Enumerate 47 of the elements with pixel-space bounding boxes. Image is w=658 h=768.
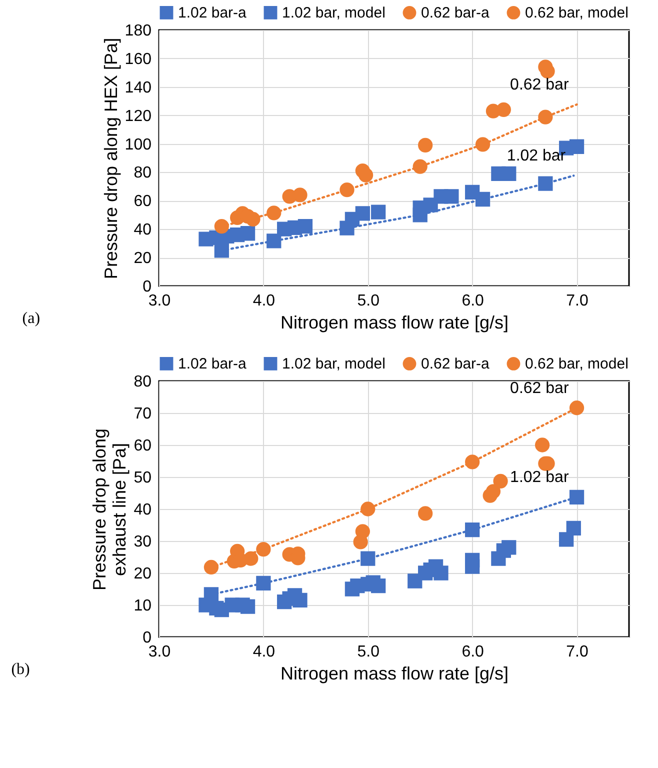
- y-tick-label: 60: [134, 193, 152, 210]
- y-tick-label: 140: [124, 79, 152, 96]
- annotation: 0.62 bar: [510, 380, 570, 397]
- x-tick-label: 5.0: [357, 292, 380, 310]
- legend-label: 0.62 bar-a: [421, 356, 490, 373]
- y-tick-label: 120: [124, 108, 152, 125]
- text: (a): [22, 310, 40, 327]
- y-tick-label: 100: [124, 136, 152, 154]
- y-tick-label: 0: [142, 278, 152, 296]
- x-tick-label: 4.0: [252, 292, 276, 310]
- legend-label: 0.62 bar, model: [525, 4, 628, 22]
- y-tick-label: 80: [134, 374, 152, 390]
- y-tick-label: 60: [134, 438, 152, 454]
- x-tick-label: 4.0: [252, 644, 276, 660]
- text: (b): [11, 661, 30, 678]
- x-tick-label: 6.0: [462, 292, 484, 310]
- x-tick-label: 3.0: [148, 644, 171, 660]
- legend-label: 1.02 bar, model: [282, 356, 386, 373]
- y-axis-title: Pressure drop along HEX [Pa]: [100, 38, 121, 280]
- y-tick-label: 40: [134, 222, 152, 239]
- legend-label: 0.62 bar-a: [421, 4, 490, 22]
- annotation: 0.62 bar: [510, 76, 570, 94]
- legend-label: 1.02 bar, model: [282, 4, 386, 22]
- y-tick-label: 10: [134, 598, 152, 614]
- y-tick-label: 0: [142, 630, 152, 646]
- y-tick-label: 20: [134, 250, 152, 268]
- y-tick-label: 80: [134, 164, 152, 182]
- x-tick-label: 3.0: [148, 292, 171, 310]
- legend-label: 1.02 bar-a: [178, 356, 248, 373]
- y-tick-label: 180: [124, 22, 152, 40]
- y-tick-label: 40: [134, 502, 152, 518]
- x-axis-title: Nitrogen mass flow rate [g/s]: [280, 312, 509, 332]
- annotation: 1.02 bar: [506, 148, 566, 165]
- y-tick-label: 20: [134, 566, 152, 582]
- x-tick-label: 5.0: [357, 644, 380, 660]
- y-tick-label: 70: [134, 406, 152, 422]
- x-tick-label: 7.0: [566, 644, 588, 660]
- x-tick-label: 6.0: [462, 644, 484, 660]
- annotation: 1.02 bar: [510, 469, 570, 486]
- y-tick-label: 160: [124, 50, 152, 68]
- y-tick-label: 30: [134, 534, 152, 550]
- legend-label: 1.02 bar-a: [178, 4, 248, 22]
- y-axis-title: Pressure drop along exhaust line [Pa]: [90, 428, 130, 591]
- legend-label: 0.62 bar, model: [525, 356, 628, 373]
- x-axis-title: Nitrogen mass flow rate [g/s]: [280, 664, 509, 684]
- y-tick-label: 50: [134, 470, 152, 486]
- x-tick-label: 7.0: [566, 292, 588, 310]
